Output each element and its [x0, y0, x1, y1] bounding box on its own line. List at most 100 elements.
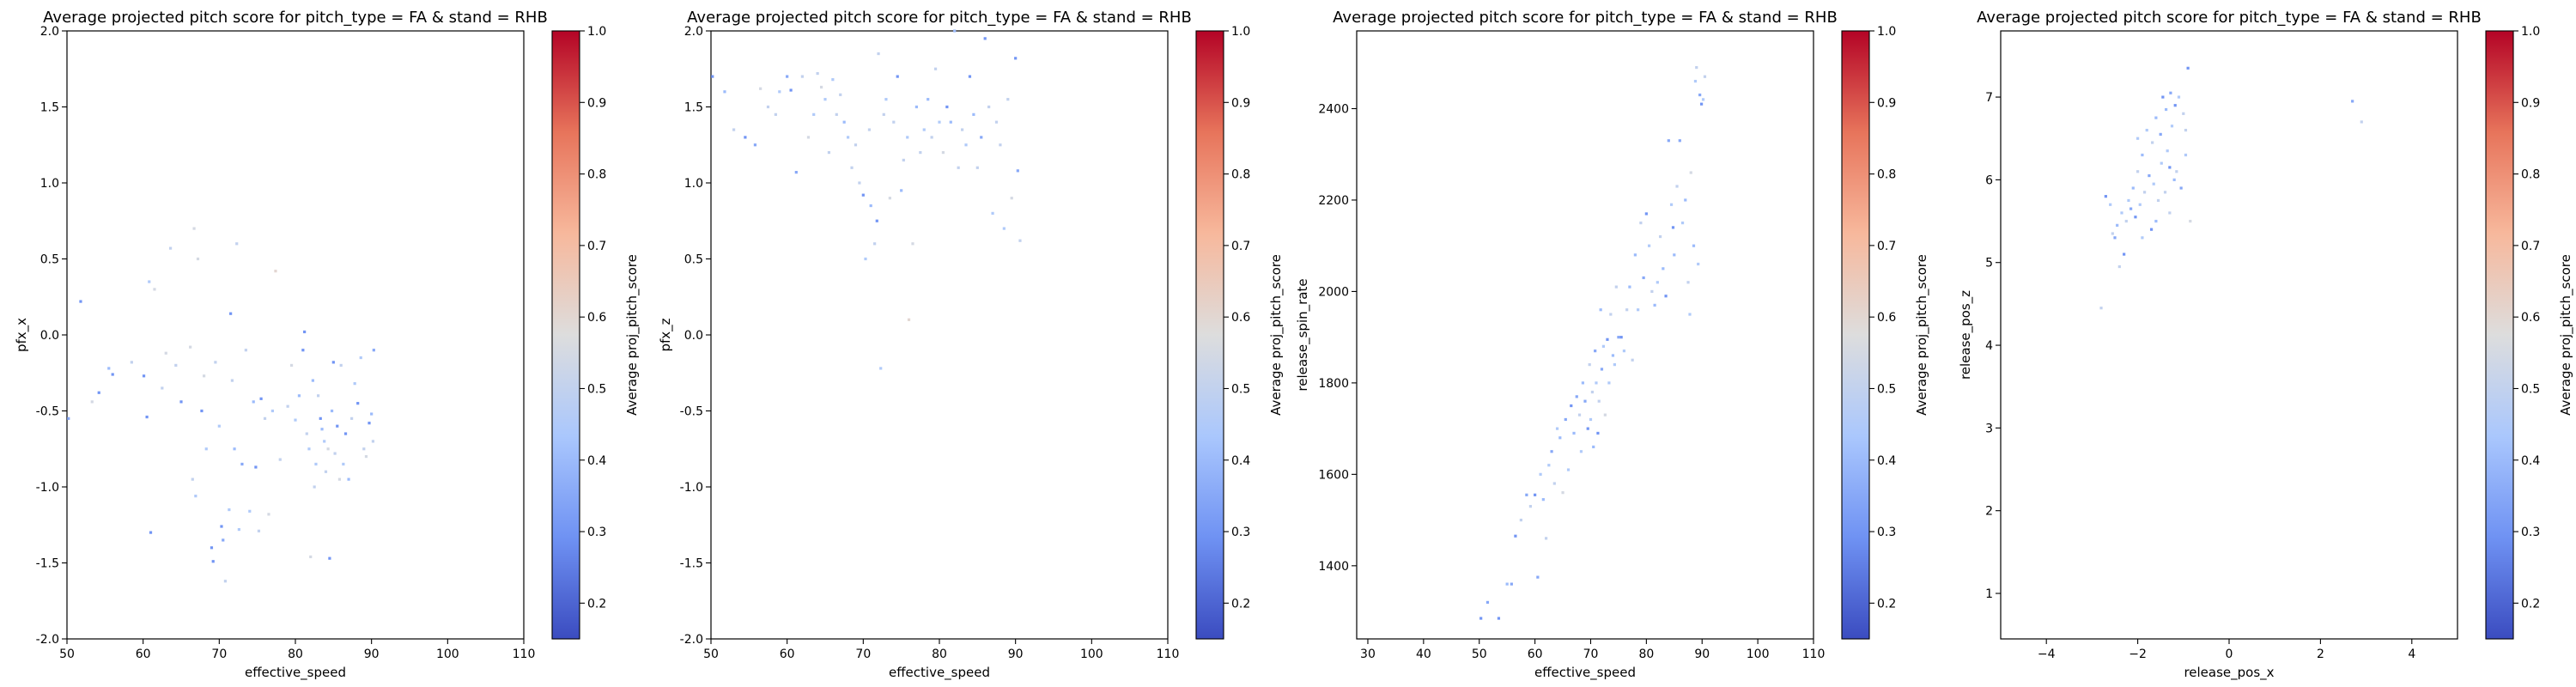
- y-tick-label: 0.0: [684, 329, 703, 343]
- data-point: [827, 151, 831, 155]
- data-point: [1603, 413, 1607, 416]
- data-point: [2166, 149, 2169, 153]
- colorbar: 0.2 0.3 0.4 0.5 0.6 0.7 0.8 0.9 1.0 Average proj_…: [2485, 25, 2574, 640]
- data-point: [1479, 617, 1483, 620]
- colorbar-label: Average proj_pitch_score: [1914, 254, 1930, 416]
- data-point: [1497, 617, 1501, 620]
- data-point: [2134, 216, 2137, 219]
- data-point: [2160, 161, 2163, 165]
- data-point: [339, 363, 343, 367]
- x-tick-label: 90: [364, 647, 380, 661]
- data-point: [356, 402, 360, 405]
- data-point: [2124, 219, 2128, 223]
- data-point: [179, 400, 183, 404]
- data-point: [879, 367, 883, 370]
- data-point: [2109, 203, 2112, 206]
- y-tick-label: 1.5: [684, 101, 703, 115]
- data-point: [953, 29, 957, 33]
- x-tick-label: 70: [211, 647, 227, 661]
- data-point: [1547, 464, 1551, 467]
- data-point: [1622, 350, 1626, 353]
- data-point: [2116, 223, 2119, 227]
- data-point: [337, 477, 342, 481]
- data-point: [794, 171, 798, 174]
- data-point: [2161, 95, 2165, 99]
- data-point: [2104, 195, 2107, 198]
- x-tick-label: 110: [1157, 647, 1180, 661]
- data-point: [766, 105, 770, 109]
- data-point: [211, 560, 215, 563]
- data-point: [148, 280, 151, 283]
- data-point: [1014, 57, 1018, 60]
- data-point: [864, 257, 867, 261]
- colorbar-tick-label: 0.2: [1231, 597, 1250, 611]
- data-point: [1514, 534, 1517, 538]
- data-point: [153, 288, 156, 291]
- data-point: [274, 270, 277, 273]
- x-tick-label: −4: [2038, 647, 2056, 661]
- colorbar-tick-label: 0.9: [1877, 96, 1896, 110]
- data-point: [1589, 417, 1593, 422]
- data-point: [987, 105, 991, 109]
- data-point: [983, 37, 987, 40]
- y-axis-label: release_spin_rate: [1295, 278, 1311, 391]
- data-point: [2127, 198, 2130, 203]
- data-point: [759, 87, 762, 90]
- data-point: [957, 166, 960, 169]
- chart-title: Average projected pitch score for pitch_…: [1977, 9, 2482, 27]
- data-point: [884, 98, 888, 101]
- data-point: [1590, 390, 1595, 394]
- data-point: [2141, 236, 2144, 240]
- data-point: [97, 391, 100, 394]
- data-point: [1619, 336, 1623, 339]
- data-point: [1689, 171, 1692, 174]
- data-point: [237, 527, 240, 532]
- data-point: [263, 416, 267, 420]
- data-point: [2164, 107, 2168, 112]
- data-point: [233, 447, 236, 451]
- data-point: [2184, 128, 2188, 132]
- y-tick-label: 1: [1985, 587, 1993, 601]
- colorbar-tick-label: 0.5: [1231, 382, 1250, 396]
- data-point: [900, 189, 903, 192]
- data-point: [229, 312, 233, 315]
- data-point: [1519, 518, 1522, 522]
- data-point: [1675, 185, 1679, 188]
- data-point: [1601, 344, 1606, 348]
- data-point: [2163, 191, 2167, 194]
- y-tick-label: 1600: [1318, 468, 1349, 482]
- data-point: [975, 166, 979, 169]
- data-point: [850, 166, 854, 169]
- colorbar-tick-label: 0.4: [587, 454, 606, 468]
- chart-panel-4: Average projected pitch score for pitch_…: [1958, 9, 2574, 681]
- y-tick-label: -1.0: [36, 481, 59, 495]
- data-point: [196, 257, 200, 261]
- data-point: [343, 432, 348, 435]
- data-point: [994, 120, 999, 124]
- y-tick-label: 6: [1985, 173, 1993, 187]
- chart-panel-2: Average projected pitch score for pitch_…: [658, 9, 1285, 681]
- data-point: [2179, 186, 2183, 190]
- data-point: [1662, 267, 1665, 271]
- colorbar-tick-label: 1.0: [587, 25, 606, 39]
- x-tick-label: 100: [1747, 647, 1770, 661]
- x-axis-label: effective_speed: [889, 665, 990, 681]
- colorbar-tick-label: 0.2: [2521, 597, 2540, 611]
- data-point: [933, 67, 938, 70]
- colorbar-tick-label: 0.4: [1877, 454, 1896, 468]
- data-point: [949, 120, 952, 124]
- colorbar-tick-label: 0.7: [2521, 240, 2540, 253]
- data-point: [1588, 363, 1591, 367]
- data-point: [786, 75, 789, 78]
- data-point: [892, 120, 896, 124]
- data-point: [270, 409, 274, 413]
- data-point: [2189, 219, 2192, 223]
- data-point: [220, 525, 223, 528]
- data-point: [1684, 198, 1687, 202]
- data-point: [1639, 221, 1643, 225]
- y-axis-label: pfx_x: [14, 318, 30, 352]
- data-point: [278, 458, 282, 461]
- data-point: [2156, 198, 2160, 203]
- y-tick-label: 0.5: [40, 253, 59, 267]
